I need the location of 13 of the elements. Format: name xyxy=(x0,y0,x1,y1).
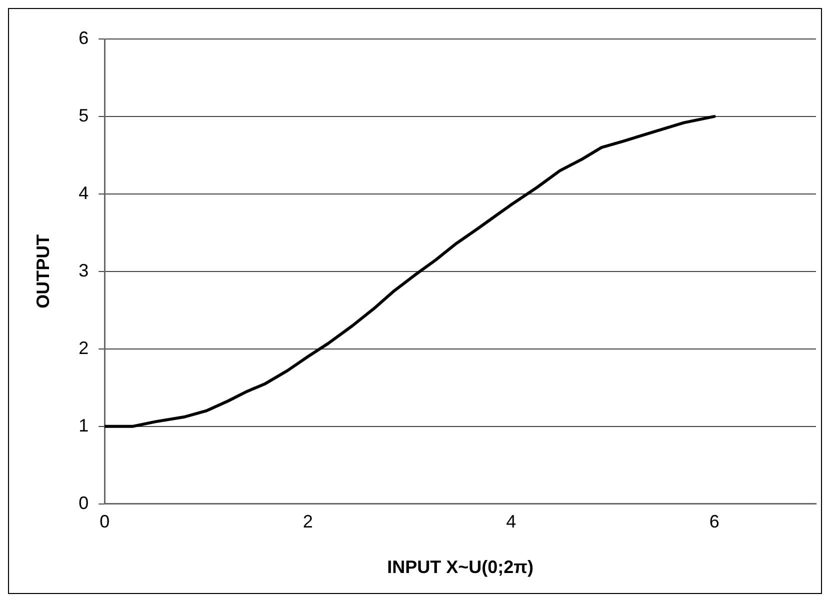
x-tick-label: 2 xyxy=(302,512,313,532)
y-tick-label: 2 xyxy=(78,338,89,358)
y-tick-label: 5 xyxy=(78,105,89,126)
x-tick-label: 4 xyxy=(506,512,516,532)
x-axis-title: INPUT X~U(0;2π) xyxy=(387,557,534,578)
x-tick-label: 0 xyxy=(100,512,110,532)
x-tick-label: 6 xyxy=(709,512,720,532)
y-tick-label: 0 xyxy=(78,492,89,513)
y-tick-label: 1 xyxy=(78,415,89,436)
y-axis-title: OUTPUT xyxy=(32,234,53,308)
y-tick-label: 6 xyxy=(78,28,89,48)
y-tick-label: 4 xyxy=(78,182,89,203)
y-tick-label: 3 xyxy=(78,260,89,280)
